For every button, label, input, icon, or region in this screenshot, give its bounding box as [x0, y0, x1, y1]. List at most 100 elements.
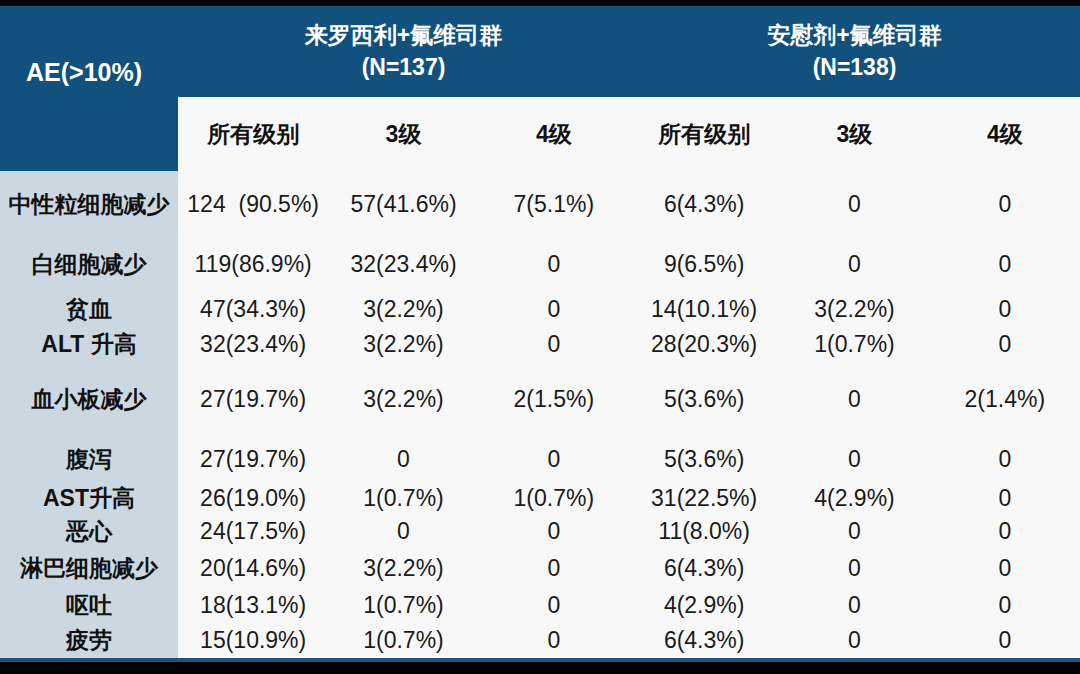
- ae-name-cell: ALT 升高: [0, 326, 178, 362]
- ae-header-label: AE(>10%): [26, 58, 142, 86]
- value-cell: 5(3.6%): [629, 362, 779, 436]
- column-headers: 来罗西利+氟维司群 (N=137) 安慰剂+氟维司群 (N=138) 所有级别 …: [178, 6, 1080, 171]
- value-cell: 0: [479, 436, 629, 482]
- value-cell: 15(10.9%): [178, 622, 328, 658]
- ae-name-cell: 疲劳: [0, 622, 178, 658]
- value-cell: 0: [479, 548, 629, 588]
- ae-name-cell: AST升高: [0, 482, 178, 515]
- value-cell: 27(19.7%): [178, 436, 328, 482]
- value-cell: 1(0.7%): [328, 622, 478, 658]
- ae-name-cell: 恶心: [0, 515, 178, 548]
- value-cell: 0: [779, 622, 929, 658]
- table-row: AST升高 26(19.0%) 1(0.7%) 1(0.7%) 31(22.5%…: [0, 482, 1080, 515]
- value-cell: 0: [779, 548, 929, 588]
- value-cell: 4(2.9%): [779, 482, 929, 515]
- value-cell: 0: [479, 515, 629, 548]
- value-cell: 3(2.2%): [328, 548, 478, 588]
- value-cell: 0: [930, 588, 1080, 622]
- table-header: AE(>10%) 来罗西利+氟维司群 (N=137) 安慰剂+氟维司群 (N=1…: [0, 6, 1080, 171]
- value-cell: 0: [479, 237, 629, 292]
- ae-name-cell: 贫血: [0, 292, 178, 326]
- subheader-grade4-1: 4级: [479, 97, 629, 171]
- value-cell: 47(34.3%): [178, 292, 328, 326]
- group-header-leroxitinib: 来罗西利+氟维司群 (N=137): [178, 6, 629, 97]
- group-header-row: 来罗西利+氟维司群 (N=137) 安慰剂+氟维司群 (N=138): [178, 6, 1080, 97]
- value-cell: 31(22.5%): [629, 482, 779, 515]
- value-cell: 0: [779, 515, 929, 548]
- value-cell: 1(0.7%): [328, 482, 478, 515]
- value-cell: 0: [930, 548, 1080, 588]
- ae-name-cell: 血小板减少: [0, 362, 178, 436]
- value-cell: 1(0.7%): [479, 482, 629, 515]
- value-cell: 0: [779, 171, 929, 237]
- ae-header-cell: AE(>10%): [0, 6, 178, 171]
- value-cell: 0: [328, 515, 478, 548]
- ae-name-cell: 中性粒细胞减少: [0, 171, 178, 237]
- value-cell: 9(6.5%): [629, 237, 779, 292]
- value-cell: 0: [479, 326, 629, 362]
- value-cell: 32(23.4%): [328, 237, 478, 292]
- subheader-all-grades-2: 所有级别: [629, 97, 779, 171]
- value-cell: 2(1.4%): [930, 362, 1080, 436]
- ae-name-cell: 淋巴细胞减少: [0, 548, 178, 588]
- value-cell: 20(14.6%): [178, 548, 328, 588]
- value-cell: 0: [930, 482, 1080, 515]
- value-cell: 0: [930, 515, 1080, 548]
- subheader-grade3-2: 3级: [779, 97, 929, 171]
- value-cell: 0: [479, 588, 629, 622]
- table-row: 血小板减少 27(19.7%) 3(2.2%) 2(1.5%) 5(3.6%) …: [0, 362, 1080, 436]
- value-cell: 0: [930, 237, 1080, 292]
- value-cell: 27(19.7%): [178, 362, 328, 436]
- table-row: 淋巴细胞减少 20(14.6%) 3(2.2%) 0 6(4.3%) 0 0: [0, 548, 1080, 588]
- subheader-grade3-1: 3级: [328, 97, 478, 171]
- value-cell: 6(4.3%): [629, 171, 779, 237]
- value-cell: 1(0.7%): [328, 588, 478, 622]
- group-name: 安慰剂+氟维司群: [767, 20, 941, 51]
- table-row: 腹泻 27(19.7%) 0 0 5(3.6%) 0 0: [0, 436, 1080, 482]
- value-cell: 4(2.9%): [629, 588, 779, 622]
- value-cell: 0: [930, 436, 1080, 482]
- group-n: (N=137): [362, 52, 446, 83]
- value-cell: 0: [930, 292, 1080, 326]
- subheader-all-grades-1: 所有级别: [178, 97, 328, 171]
- value-cell: 28(20.3%): [629, 326, 779, 362]
- group-name: 来罗西利+氟维司群: [305, 20, 502, 51]
- value-cell: 24(17.5%): [178, 515, 328, 548]
- bottom-border-bar: [0, 662, 1080, 674]
- value-cell: 26(19.0%): [178, 482, 328, 515]
- value-cell: 124 (90.5%): [178, 171, 328, 237]
- ae-name-cell: 呕吐: [0, 588, 178, 622]
- value-cell: 0: [930, 171, 1080, 237]
- value-cell: 0: [779, 237, 929, 292]
- subheader-row: 所有级别 3级 4级 所有级别 3级 4级: [178, 97, 1080, 171]
- value-cell: 0: [479, 622, 629, 658]
- value-cell: 32(23.4%): [178, 326, 328, 362]
- value-cell: 2(1.5%): [479, 362, 629, 436]
- group-header-placebo: 安慰剂+氟维司群 (N=138): [629, 6, 1080, 97]
- value-cell: 0: [479, 292, 629, 326]
- value-cell: 3(2.2%): [779, 292, 929, 326]
- value-cell: 11(8.0%): [629, 515, 779, 548]
- ae-table-page: AE(>10%) 来罗西利+氟维司群 (N=137) 安慰剂+氟维司群 (N=1…: [0, 0, 1080, 674]
- value-cell: 6(4.3%): [629, 622, 779, 658]
- value-cell: 6(4.3%): [629, 548, 779, 588]
- value-cell: 1(0.7%): [779, 326, 929, 362]
- value-cell: 0: [779, 588, 929, 622]
- value-cell: 57(41.6%): [328, 171, 478, 237]
- value-cell: 3(2.2%): [328, 326, 478, 362]
- subheader-grade4-2: 4级: [930, 97, 1080, 171]
- table-row: ALT 升高 32(23.4%) 3(2.2%) 0 28(20.3%) 1(0…: [0, 326, 1080, 362]
- table-row: 恶心 24(17.5%) 0 0 11(8.0%) 0 0: [0, 515, 1080, 548]
- value-cell: 0: [328, 436, 478, 482]
- value-cell: 0: [930, 622, 1080, 658]
- value-cell: 3(2.2%): [328, 362, 478, 436]
- table-row: 贫血 47(34.3%) 3(2.2%) 0 14(10.1%) 3(2.2%)…: [0, 292, 1080, 326]
- value-cell: 0: [779, 362, 929, 436]
- table-row: 疲劳 15(10.9%) 1(0.7%) 0 6(4.3%) 0 0: [0, 622, 1080, 658]
- table-row: 白细胞减少 119(86.9%) 32(23.4%) 0 9(6.5%) 0 0: [0, 237, 1080, 292]
- value-cell: 0: [779, 436, 929, 482]
- group-n: (N=138): [813, 52, 897, 83]
- value-cell: 3(2.2%): [328, 292, 478, 326]
- table-row: 呕吐 18(13.1%) 1(0.7%) 0 4(2.9%) 0 0: [0, 588, 1080, 622]
- table-row: 中性粒细胞减少 124 (90.5%) 57(41.6%) 7(5.1%) 6(…: [0, 171, 1080, 237]
